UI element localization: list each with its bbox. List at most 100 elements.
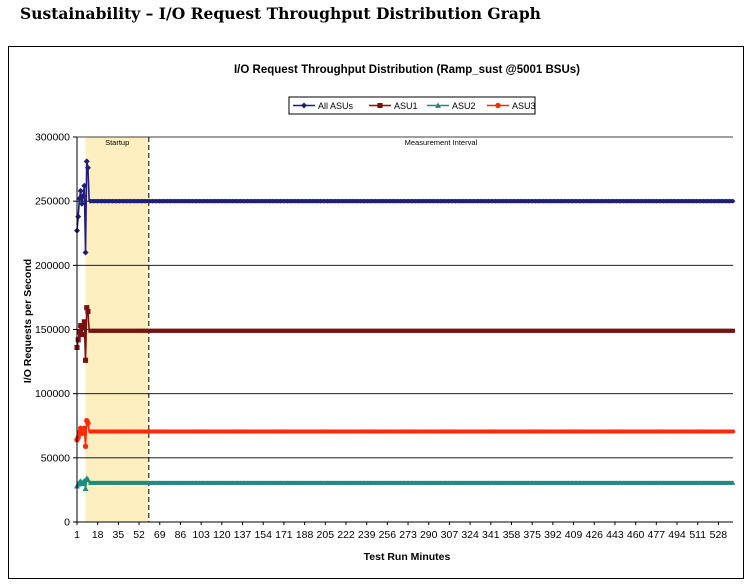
axes: 0 50000 100000 150000 200000 250000 300000 1 18 3… [35,132,733,541]
data-point [139,328,144,333]
data-point [252,480,258,485]
data-point [730,198,736,204]
data-point [307,480,312,485]
data-point [610,480,615,485]
data-point [726,480,732,485]
data-point [420,480,426,485]
data-point [526,429,531,434]
x-tick-label: 290 [420,529,438,541]
data-point [194,328,199,333]
data-point [164,480,170,485]
data-point [245,328,250,333]
data-point [464,328,469,333]
data-point [467,480,473,485]
data-point [325,328,330,333]
data-point [657,328,663,333]
data-point [515,429,520,434]
data-point [234,429,239,434]
data-point [438,328,443,333]
data-point [581,429,586,434]
data-point [350,198,356,204]
data-point [146,480,152,485]
data-point [584,198,590,204]
data-point [208,429,214,434]
data-point [694,480,699,485]
data-point [77,187,84,194]
data-point [182,480,188,485]
x-tick-label: 443 [606,529,624,541]
data-point [639,429,644,434]
data-point [672,328,677,333]
data-point [230,198,236,204]
data-point [245,429,250,434]
x-tick-label: 409 [565,529,583,541]
data-point [146,429,151,434]
data-point [219,429,224,434]
data-point [504,480,510,485]
data-point [175,429,181,434]
data-point [715,198,721,204]
data-point [581,328,586,333]
data-point [522,429,528,434]
data-point [409,429,414,434]
data-point [339,198,345,204]
data-point [570,429,575,434]
data-point [110,429,115,434]
data-point [85,308,91,315]
data-point [81,425,88,432]
data-point [318,198,323,204]
data-point [267,429,272,434]
data-point [157,328,162,333]
data-point [511,328,516,333]
data-point [230,328,235,333]
data-point [84,164,91,171]
data-point [303,480,309,485]
data-point [507,480,513,485]
data-point [412,198,418,204]
data-point [584,480,590,485]
data-point [610,429,615,434]
data-point [482,198,488,204]
data-point [369,198,374,204]
data-point [701,429,706,434]
x-tick-label: 392 [544,529,562,541]
data-point [588,198,594,204]
data-point [672,480,677,485]
x-tick-label: 188 [296,529,314,541]
data-point [628,480,634,485]
data-point [150,198,155,204]
x-tick-label: 307 [441,529,459,541]
data-point [277,198,283,204]
x-tick-label: 358 [503,529,521,541]
data-point [186,429,192,434]
data-point [164,429,170,434]
data-point [263,198,269,204]
data-point [194,429,199,434]
data-point [81,319,87,325]
data-point [205,429,210,434]
data-point [548,328,553,333]
data-point [416,480,422,485]
y-tick-label: 300000 [35,132,70,144]
data-point [274,198,279,204]
data-point [387,328,392,333]
data-point [424,429,429,434]
data-point [657,480,663,485]
data-point [321,429,327,434]
data-point [131,480,137,485]
data-point [723,328,728,333]
data-point [197,198,203,204]
data-point [493,429,498,434]
data-point [336,328,341,333]
data-point [686,198,692,204]
data-point [394,480,400,485]
data-point [193,198,199,204]
data-point [285,198,290,204]
data-point [244,198,250,204]
data-point [172,328,177,333]
data-point [507,198,513,204]
x-tick-label: 205 [317,529,335,541]
data-point [694,198,699,204]
data-point [489,328,495,333]
data-point [350,480,356,485]
